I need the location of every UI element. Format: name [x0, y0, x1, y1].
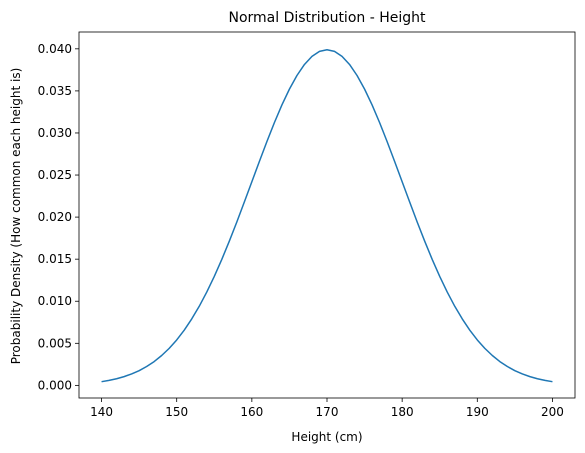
y-axis: 0.000 0.005 0.010 0.015 0.020 0.025 0.030 0.035…	[38, 42, 79, 392]
series-line-0	[101, 49, 553, 383]
x-tick-label: 160	[240, 405, 263, 419]
y-tick-label: 0.040	[38, 42, 72, 56]
plot-area	[78, 31, 576, 399]
chart-title: Normal Distribution - Height	[228, 10, 426, 26]
x-tick-label: 150	[165, 405, 188, 419]
y-tick-label: 0.030	[38, 126, 72, 140]
y-tick-label: 0.020	[38, 210, 72, 224]
x-tick-label: 170	[316, 405, 339, 419]
y-tick-label: 0.000	[38, 378, 72, 392]
x-tick-label: 180	[391, 405, 414, 419]
y-tick-label: 0.015	[38, 252, 72, 266]
plot-frame	[78, 31, 576, 399]
y-tick-label: 0.035	[38, 84, 72, 98]
x-tick-label: 190	[466, 405, 489, 419]
y-tick-label: 0.025	[38, 168, 72, 182]
y-tick-label: 0.010	[38, 294, 72, 308]
x-axis: 140 150 160 170 180 190 200	[90, 398, 564, 419]
x-tick-label: 200	[541, 405, 564, 419]
y-tick-label: 0.005	[38, 336, 72, 350]
y-axis-label: Probability Density (How common each hei…	[9, 68, 23, 365]
x-axis-label: Height (cm)	[291, 430, 362, 444]
x-tick-label: 140	[90, 405, 113, 419]
